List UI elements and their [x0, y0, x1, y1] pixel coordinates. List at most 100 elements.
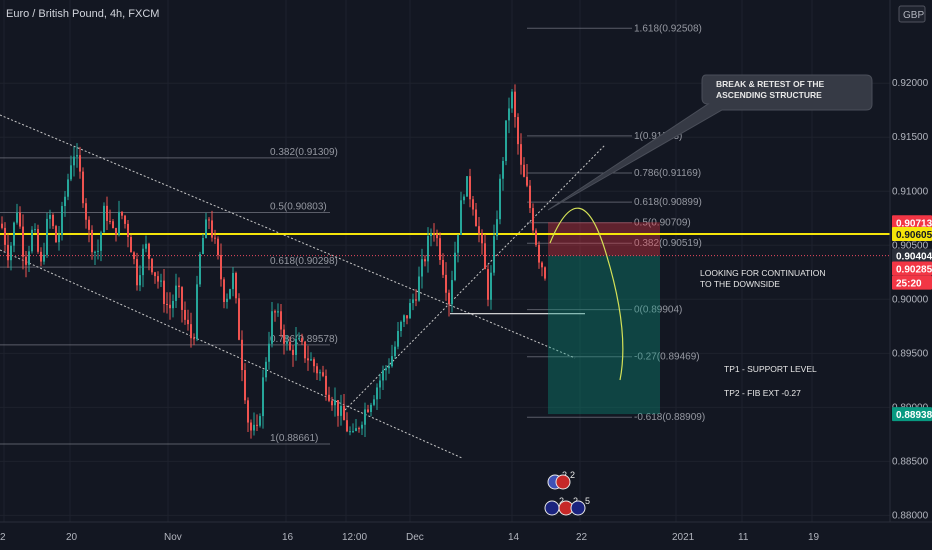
- short-position-tool[interactable]: [548, 222, 660, 415]
- price-tag[interactable]: [892, 275, 932, 290]
- candle-body: [292, 349, 294, 355]
- price-tick-label: 0.90500: [892, 240, 929, 251]
- candle-body: [46, 218, 48, 255]
- candle-body: [472, 199, 474, 210]
- candle-body: [490, 272, 492, 300]
- event-badges[interactable]: 22225: [544, 470, 590, 516]
- time-tick-label: 11: [738, 532, 749, 543]
- time-axis-bg: [0, 522, 932, 550]
- event-count: 2: [559, 496, 564, 506]
- fib-level-label: 0.5(0.90803): [270, 202, 327, 213]
- candle-body: [193, 338, 195, 340]
- candle-body: [16, 212, 18, 223]
- candle-body: [43, 254, 45, 262]
- fib-level-label: 0.618(0.90298): [270, 256, 338, 267]
- candle-series: [1, 84, 546, 439]
- candle-body: [115, 228, 117, 235]
- fib-retracement-left[interactable]: 0.382(0.91309) 0.5(0.90803) 0.618(0.90298)…: [0, 147, 338, 445]
- candle-body: [10, 245, 12, 261]
- candle-body: [283, 329, 285, 344]
- candle-body: [205, 219, 207, 238]
- candle-body: [424, 259, 426, 262]
- candle-body: [358, 428, 360, 430]
- candle-body: [541, 262, 543, 268]
- candle-body: [517, 117, 519, 145]
- price-tick-label: 0.91000: [892, 186, 929, 197]
- channel-upper-trendline[interactable]: [0, 114, 576, 359]
- projection-curve[interactable]: [549, 207, 624, 381]
- candle-body: [379, 380, 381, 388]
- candle-body: [268, 343, 270, 362]
- trendlines[interactable]: [0, 114, 606, 459]
- candle-body: [382, 370, 384, 381]
- candle-body: [163, 280, 165, 304]
- price-tag[interactable]: [892, 226, 932, 241]
- channel-lower-trendline[interactable]: [0, 249, 463, 459]
- price-tick-label: 0.88000: [892, 510, 929, 521]
- time-tick-label: 2021: [672, 532, 695, 543]
- candle-body: [4, 227, 6, 245]
- price-axis[interactable]: GBP 0.92000 0.91500 0.91000 0.90500 0.90000 0.…: [889, 0, 932, 550]
- time-tick-label: 22: [576, 532, 588, 543]
- candle-body: [352, 431, 354, 433]
- candle-body: [529, 185, 531, 209]
- candle-body: [448, 292, 450, 305]
- candle-body: [76, 155, 78, 157]
- price-tag[interactable]: [892, 215, 932, 230]
- callout-box[interactable]: [547, 74, 873, 211]
- event-flag-icon[interactable]: [544, 500, 560, 516]
- candle-body: [229, 289, 231, 299]
- candle-body: [376, 387, 378, 400]
- candle-body: [181, 287, 183, 310]
- candle-body: [535, 230, 537, 245]
- price-tag[interactable]: [892, 261, 932, 276]
- event-flag-icon[interactable]: [555, 474, 571, 490]
- candle-body: [244, 370, 246, 401]
- candle-body: [493, 236, 495, 273]
- ascending-trendline[interactable]: [344, 144, 606, 411]
- candle-body: [370, 404, 372, 412]
- candle-body: [208, 219, 210, 221]
- candle-body: [343, 405, 345, 421]
- candle-body: [466, 176, 468, 197]
- fib-level-label: 0.618(0.90899): [634, 197, 702, 208]
- stop-loss-zone[interactable]: [548, 222, 660, 256]
- time-axis[interactable]: 2 20 Nov 16 12:00 Dec 14 22 2021 11 19: [0, 521, 932, 550]
- candle-body: [481, 233, 483, 244]
- projected-path-curve[interactable]: [549, 207, 624, 381]
- event-flag-icon[interactable]: [570, 500, 586, 516]
- candle-body: [64, 196, 66, 207]
- price-tag[interactable]: [892, 248, 932, 263]
- candle-body: [397, 331, 399, 347]
- candle-body: [211, 220, 213, 238]
- candle-body: [274, 311, 276, 313]
- candle-body: [256, 424, 258, 426]
- candle-body: [79, 155, 81, 172]
- price-tick-label: 0.92000: [892, 78, 929, 89]
- candle-body: [313, 359, 315, 367]
- price-tag[interactable]: [892, 407, 932, 422]
- currency-badge[interactable]: [898, 5, 926, 23]
- fib-extension-right[interactable]: 1.618(0.92508) 1(0.91513) 0.786(0.91169) 0.…: [527, 23, 705, 423]
- candle-body: [340, 405, 342, 416]
- time-tick-label: Nov: [164, 532, 182, 543]
- candle-body: [106, 205, 108, 221]
- time-tick-label: Dec: [406, 532, 424, 543]
- candle-body: [400, 321, 402, 332]
- candle-body: [307, 358, 309, 361]
- candle-body: [361, 424, 363, 429]
- candle-body: [409, 303, 411, 319]
- candle-body: [436, 234, 438, 239]
- candle-body: [538, 244, 540, 263]
- candle-body: [262, 377, 264, 417]
- grid: [0, 0, 890, 522]
- fib-level-label: 1.618(0.92508): [634, 23, 702, 34]
- horizontal-levels[interactable]: [0, 232, 890, 257]
- candle-body: [49, 214, 51, 219]
- chart-title: Euro / British Pound, 4h, FXCM: [6, 8, 159, 20]
- candle-body: [61, 206, 63, 235]
- take-profit-zone[interactable]: [548, 255, 660, 415]
- candle-body: [271, 311, 273, 344]
